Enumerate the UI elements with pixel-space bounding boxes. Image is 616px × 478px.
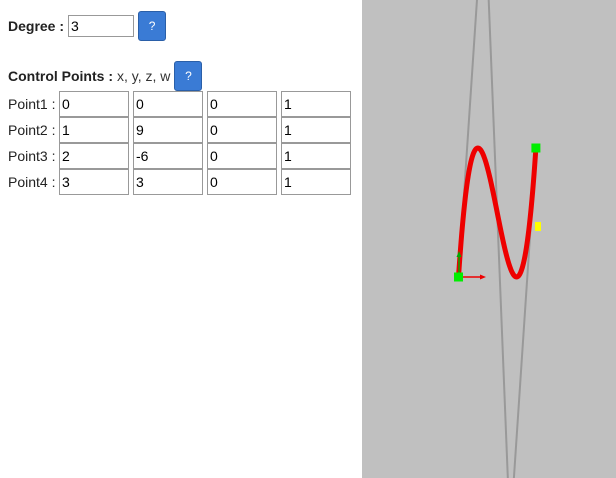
control-panel: Degree : ? Control Points : x, y, z, w ?… [8,11,355,195]
point-label: Point3 : [8,148,56,164]
control-points-label: Control Points : [8,68,113,84]
point1-y-input[interactable] [133,91,203,117]
curve-viewport[interactable] [362,0,616,478]
control-points-help-button[interactable]: ? [174,61,203,91]
point-label: Point1 : [8,96,56,112]
curve-canvas[interactable] [362,0,616,478]
point-row-1: Point1 : [8,91,355,117]
control-points-coords-label: x, y, z, w [117,68,171,84]
point1-w-input[interactable] [281,91,351,117]
point-row-4: Point4 : [8,169,355,195]
point4-x-input[interactable] [59,169,129,195]
control-point-handles[interactable] [454,0,541,478]
degree-help-button[interactable]: ? [138,11,167,41]
point4-w-input[interactable] [281,169,351,195]
point1-x-input[interactable] [59,91,129,117]
control-polygon [457,0,537,478]
point-row-3: Point3 : [8,143,355,169]
control-points-header: Control Points : x, y, z, w ? [8,61,203,91]
degree-label: Degree : [8,18,65,34]
control-point-handle-1[interactable] [454,272,463,282]
x-axis-arrowhead [480,274,486,280]
point3-y-input[interactable] [133,143,203,169]
point2-x-input[interactable] [59,117,129,143]
point-label: Point4 : [8,174,56,190]
point2-w-input[interactable] [281,117,351,143]
point4-z-input[interactable] [207,169,277,195]
degree-input[interactable] [68,15,135,37]
point-row-2: Point2 : [8,117,355,143]
point3-w-input[interactable] [281,143,351,169]
point2-z-input[interactable] [207,117,277,143]
point2-y-input[interactable] [133,117,203,143]
point-label: Point2 : [8,122,56,138]
selection-marker [535,222,541,231]
degree-row: Degree : ? [8,11,167,41]
point1-z-input[interactable] [207,91,277,117]
control-point-handle-4[interactable] [531,143,541,153]
bezier-curve [456,145,539,280]
point4-y-input[interactable] [133,169,203,195]
point3-z-input[interactable] [207,143,277,169]
point3-x-input[interactable] [59,143,129,169]
y-axis-arrowhead [456,251,462,257]
